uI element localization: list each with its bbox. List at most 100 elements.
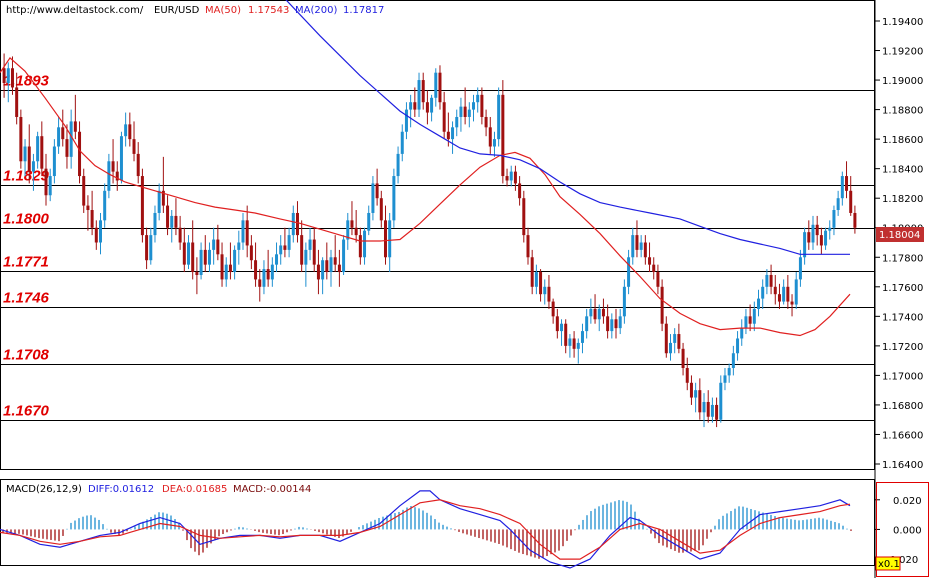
candle-down bbox=[27, 146, 31, 172]
candle-up bbox=[6, 68, 10, 84]
candle-up bbox=[342, 239, 346, 273]
candle-down bbox=[337, 264, 341, 273]
candle-down bbox=[652, 264, 656, 273]
candle-down bbox=[161, 190, 165, 206]
candle-up bbox=[560, 323, 564, 332]
candle-down bbox=[140, 176, 144, 236]
price-tick-label: 1.18200 bbox=[882, 194, 923, 205]
candle-up bbox=[187, 242, 191, 265]
candle-down bbox=[316, 264, 320, 280]
candle-down bbox=[145, 235, 149, 261]
candle-down bbox=[216, 239, 220, 255]
macd-dea: DEA:0.01685 bbox=[162, 484, 227, 495]
candle-up bbox=[798, 257, 802, 280]
price-tick-label: 1.16600 bbox=[882, 430, 923, 441]
price-tick-label: 1.19200 bbox=[882, 47, 923, 58]
macd-dea-line bbox=[0, 499, 851, 560]
macd-axis-box bbox=[876, 482, 929, 577]
candle-down bbox=[44, 168, 48, 196]
candle-up bbox=[224, 264, 228, 280]
level-label: 1.1708 bbox=[3, 347, 50, 364]
price-tick-label: 1.17000 bbox=[882, 371, 923, 382]
ma50-value: 1.17543 bbox=[248, 5, 289, 16]
ma50-line bbox=[0, 56, 851, 337]
candle-up bbox=[472, 102, 476, 110]
candle-down bbox=[442, 102, 446, 132]
candle-up bbox=[752, 308, 756, 324]
candle-up bbox=[48, 176, 52, 196]
candle-up bbox=[392, 176, 396, 221]
price-tick-label: 1.18600 bbox=[882, 135, 923, 146]
candle-down bbox=[245, 220, 249, 246]
macd-indicator: 0.020 0.000 -0.020 bbox=[0, 490, 922, 569]
price-tick-label: 1.18800 bbox=[882, 106, 923, 117]
price-tick-label: 1.16400 bbox=[882, 460, 923, 471]
candle-down bbox=[178, 227, 182, 243]
candle-down bbox=[635, 235, 639, 250]
site-url: http://www.deltastock.com/ bbox=[6, 5, 144, 16]
price-axis: 1.19400 1.19200 1.19000 1.18800 1.18600 1.184… bbox=[875, 17, 923, 471]
candle-up bbox=[396, 153, 400, 177]
candle-up bbox=[275, 254, 279, 265]
price-panel bbox=[0, 0, 875, 470]
ma200-line bbox=[285, 0, 850, 255]
candle-up bbox=[388, 220, 392, 258]
candle-down bbox=[706, 401, 710, 417]
candle-up bbox=[157, 190, 161, 213]
candle-up bbox=[107, 161, 111, 191]
current-price-badge bbox=[876, 227, 924, 242]
candle-up bbox=[832, 210, 836, 228]
candlesticks bbox=[2, 53, 857, 428]
candle-down bbox=[61, 127, 65, 140]
candle-down bbox=[643, 242, 647, 258]
scale-badge[interactable] bbox=[875, 556, 901, 571]
candle-up bbox=[363, 230, 367, 258]
candle-up bbox=[694, 390, 698, 398]
candle-down bbox=[815, 224, 819, 236]
candle-up bbox=[639, 242, 643, 250]
candle-up bbox=[308, 239, 312, 250]
candle-up bbox=[400, 131, 404, 154]
candle-up bbox=[610, 319, 614, 332]
candle-down bbox=[748, 316, 752, 324]
candle-up bbox=[589, 308, 593, 317]
candle-down bbox=[572, 338, 576, 349]
candle-up bbox=[124, 124, 128, 137]
candle-down bbox=[664, 323, 668, 354]
candle-up bbox=[740, 328, 744, 339]
candle-down bbox=[849, 190, 853, 213]
candle-up bbox=[455, 116, 459, 128]
candle-up bbox=[23, 146, 27, 162]
candle-down bbox=[786, 286, 790, 302]
candle-up bbox=[585, 316, 589, 332]
level-label: 1.1829 bbox=[3, 168, 50, 185]
candle-down bbox=[191, 242, 195, 273]
candle-up bbox=[346, 220, 350, 240]
candle-down bbox=[358, 235, 362, 258]
candle-up bbox=[69, 121, 73, 157]
candle-down bbox=[564, 323, 568, 346]
current-price-value: 1.18004 bbox=[879, 230, 920, 241]
candle-up bbox=[803, 232, 807, 258]
candle-down bbox=[115, 171, 119, 181]
candle-down bbox=[333, 257, 337, 265]
candle-up bbox=[367, 212, 371, 231]
candle-up bbox=[782, 286, 786, 302]
candle-up bbox=[731, 353, 735, 369]
candle-up bbox=[404, 109, 408, 132]
candle-up bbox=[434, 72, 438, 98]
candle-down bbox=[111, 161, 115, 172]
candle-down bbox=[518, 183, 522, 199]
candle-down bbox=[648, 257, 652, 265]
candle-up bbox=[828, 227, 832, 231]
candle-down bbox=[685, 368, 689, 383]
level-label: 1.1800 bbox=[3, 211, 50, 228]
candle-down bbox=[90, 210, 94, 228]
price-tick-label: 1.17600 bbox=[882, 283, 923, 294]
candle-up bbox=[329, 257, 333, 273]
macd-value: MACD:-0.00144 bbox=[233, 484, 311, 495]
scale-badge-label: x0.1 bbox=[878, 559, 900, 570]
candle-down bbox=[539, 272, 543, 295]
candle-down bbox=[522, 198, 526, 236]
candle-up bbox=[723, 375, 727, 383]
